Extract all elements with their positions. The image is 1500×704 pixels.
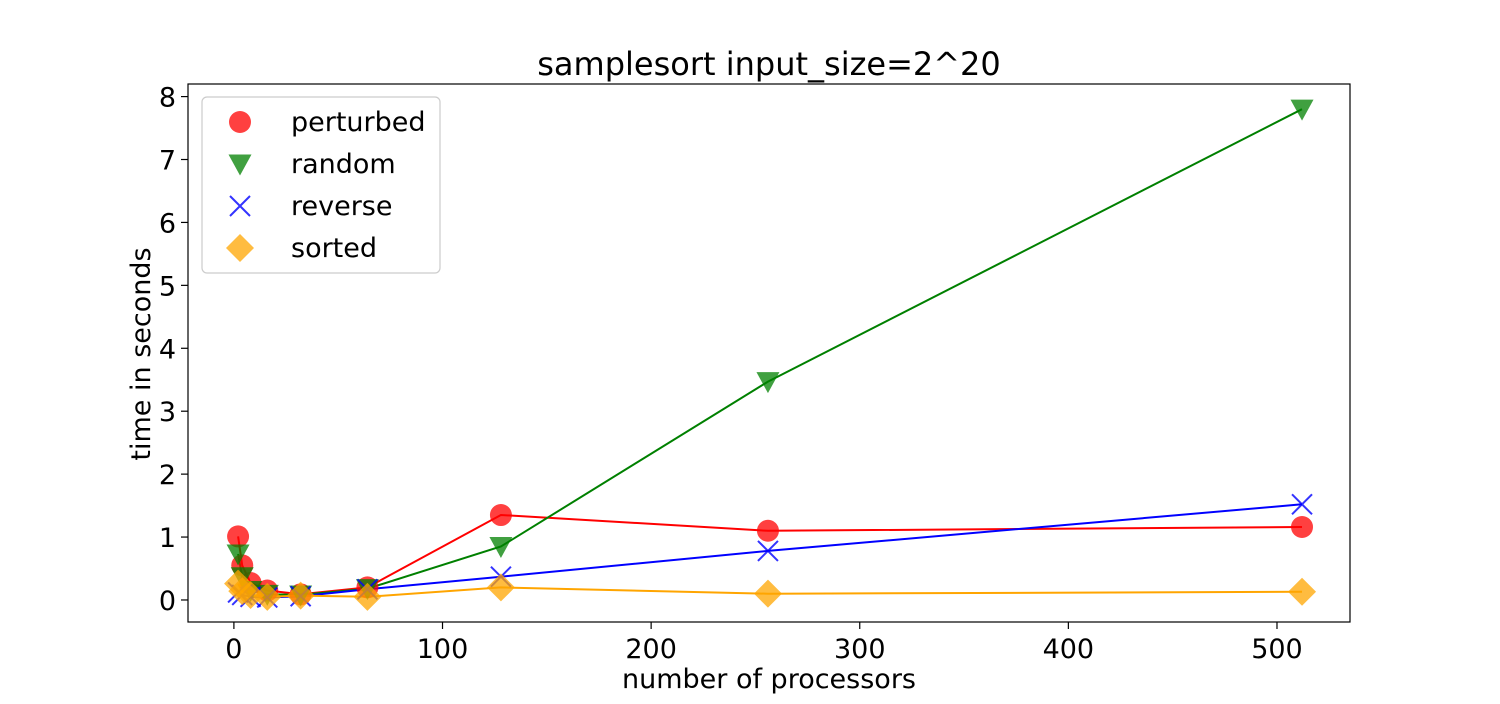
x-tick-label: 300: [834, 634, 886, 665]
data-point-random: [226, 544, 250, 566]
data-point-sorted: [486, 573, 515, 602]
y-tick-label: 2: [159, 460, 176, 491]
data-point-perturbed: [489, 504, 512, 527]
data-point-sorted: [753, 579, 782, 608]
data-point-sorted: [1288, 577, 1317, 606]
x-tick-label: 500: [1251, 634, 1303, 665]
legend-label-reverse: reverse: [291, 191, 393, 222]
y-axis-label: time in seconds: [126, 247, 157, 460]
legend-box: [201, 96, 441, 274]
y-tick-label: 5: [159, 271, 176, 302]
legend-label-random: random: [291, 149, 396, 180]
data-point-perturbed: [756, 519, 779, 542]
y-tick-label: 3: [159, 397, 176, 428]
data-point-reverse: [757, 540, 779, 562]
data-point-random: [756, 372, 780, 394]
data-point-sorted: [286, 581, 315, 610]
y-tick-label: 6: [159, 208, 176, 239]
legend-marker-sorted: [226, 234, 254, 262]
data-point-sorted: [236, 580, 265, 609]
x-tick-label: 200: [625, 634, 677, 665]
x-tick-label: 400: [1043, 634, 1095, 665]
data-point-random: [489, 536, 513, 558]
data-point-random: [1290, 99, 1314, 121]
x-tick-label: 100: [417, 634, 469, 665]
x-axis-label: number of processors: [622, 664, 916, 695]
data-point-perturbed: [1291, 515, 1314, 538]
legend-label-sorted: sorted: [291, 233, 377, 264]
chart-title: samplesort input_size=2^20: [537, 45, 1001, 83]
x-tick-label: 0: [225, 634, 242, 665]
data-point-sorted: [253, 582, 282, 611]
y-tick-label: 0: [159, 586, 176, 617]
legend: perturbed random reverse sorted: [201, 96, 441, 274]
data-point-perturbed: [227, 525, 250, 548]
y-tick-label: 7: [159, 146, 176, 177]
y-tick-label: 1: [159, 523, 176, 554]
plot-frame: [187, 83, 1351, 623]
plot-area: 0 100 200 300 400 500 0 1 2 3 4 5 6 7 8: [159, 83, 1351, 665]
y-tick-label: 8: [159, 83, 176, 114]
legend-label-perturbed: perturbed: [291, 107, 426, 138]
legend-marker-random: [228, 154, 252, 176]
y-tick-label: 4: [159, 334, 176, 365]
legend-marker-perturbed: [229, 111, 251, 133]
data-point-sorted: [353, 582, 382, 611]
legend-marker-reverse: [229, 195, 251, 217]
data-point-reverse: [1291, 493, 1313, 516]
